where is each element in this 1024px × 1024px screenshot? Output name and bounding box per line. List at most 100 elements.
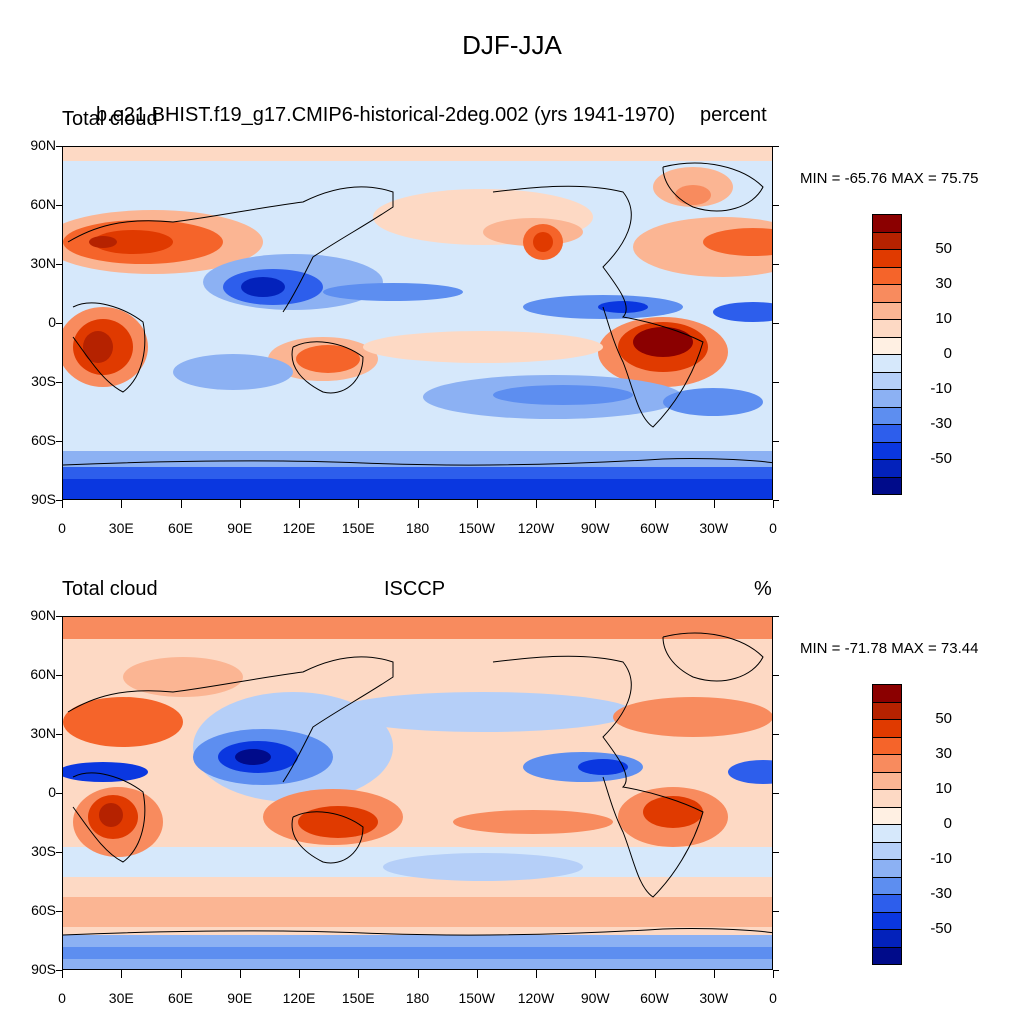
colorbar-label: -10 <box>930 380 952 397</box>
lat-tick-mark <box>773 382 779 383</box>
lat-tick-mark <box>56 970 62 971</box>
lat-tick-label: 90N <box>30 607 56 623</box>
lon-tick-mark <box>773 970 774 978</box>
lon-tick-label: 60W <box>640 990 669 1006</box>
lat-tick-label: 0 <box>48 314 56 330</box>
lon-tick-label: 150W <box>458 520 496 536</box>
lat-tick-label: 30N <box>30 725 56 741</box>
lon-tick-mark <box>299 970 300 978</box>
lon-tick-label: 60E <box>168 520 193 536</box>
colorbar-cell <box>872 284 902 303</box>
colorbar-label: -30 <box>930 885 952 902</box>
lon-tick-label: 90E <box>227 520 253 536</box>
colorbar-cell <box>872 929 902 948</box>
lat-tick-mark <box>56 205 62 206</box>
colorbar-label: -10 <box>930 850 952 867</box>
lon-tick-label: 120E <box>282 520 316 536</box>
lat-tick-mark <box>56 146 62 147</box>
colorbar-cell <box>872 946 902 965</box>
colorbar-cell <box>872 301 902 320</box>
lon-tick-label: 30E <box>108 990 134 1006</box>
lon-tick-label: 30W <box>699 520 729 536</box>
lat-tick-mark <box>56 500 62 501</box>
lat-tick-mark <box>773 911 779 912</box>
colorbar-label: 30 <box>935 745 952 762</box>
lon-tick-label: 180 <box>405 990 430 1006</box>
lat-tick-mark <box>56 616 62 617</box>
colorbar-cell <box>872 389 902 408</box>
panel-right-label: % <box>754 578 772 600</box>
lat-tick-mark <box>56 734 62 735</box>
lon-tick-label: 90E <box>227 990 253 1006</box>
lon-tick-mark <box>595 970 597 978</box>
panel-center-label: b.e21.BHIST.f19_g17.CMIP6-historical-2de… <box>96 104 676 126</box>
lat-tick-label: 60N <box>30 666 56 682</box>
colorbar-cell <box>872 249 902 268</box>
colorbar-cell <box>872 406 902 425</box>
colorbar-cell <box>872 789 902 808</box>
lon-tick-mark <box>239 500 241 508</box>
lon-tick-mark <box>358 970 360 978</box>
lon-tick-mark <box>121 500 123 508</box>
colorbar-cell <box>872 894 902 913</box>
lon-tick-mark <box>62 970 63 978</box>
colorbar-cell <box>872 266 902 285</box>
lat-tick-label: 60S <box>31 902 56 918</box>
lon-tick-mark <box>476 500 478 508</box>
colorbar-cell <box>872 841 902 860</box>
colorbar-cell <box>872 824 902 843</box>
lon-tick-mark <box>595 500 597 508</box>
lon-tick-mark <box>536 970 537 978</box>
colorbar-cell <box>872 371 902 390</box>
colorbar-cell <box>872 876 902 895</box>
lon-tick-mark <box>239 970 241 978</box>
colorbar-cell <box>872 911 902 930</box>
lat-tick-mark <box>773 616 779 617</box>
lon-tick-label: 120W <box>517 520 555 536</box>
lat-tick-label: 60N <box>30 196 56 212</box>
lat-tick-mark <box>773 264 779 265</box>
colorbar-cell <box>872 319 902 338</box>
lon-tick-mark <box>417 500 419 508</box>
lat-tick-mark <box>773 205 779 206</box>
lat-tick-label: 90N <box>30 137 56 153</box>
colorbar-label: -50 <box>930 450 952 467</box>
lat-tick-mark <box>773 323 779 324</box>
colorbar-label: 30 <box>935 275 952 292</box>
panel-right-label: percent <box>700 104 767 126</box>
minmax-label: MIN = -65.76 MAX = 75.75 <box>800 170 979 187</box>
lon-tick-label: 150W <box>458 990 496 1006</box>
lon-tick-mark <box>654 970 656 978</box>
lat-tick-mark <box>773 441 779 442</box>
minmax-label: MIN = -71.78 MAX = 73.44 <box>800 640 979 657</box>
lon-tick-label: 90W <box>580 990 610 1006</box>
colorbar-cell <box>872 231 902 250</box>
lon-tick-mark <box>654 500 656 508</box>
colorbar-label: 0 <box>943 345 952 362</box>
lat-tick-mark <box>56 675 62 676</box>
colorbar-cell <box>872 701 902 720</box>
colorbar-cell <box>872 476 902 495</box>
lon-tick-mark <box>713 500 715 508</box>
colorbar-cell <box>872 736 902 755</box>
colorbar-cell <box>872 754 902 773</box>
main-title: DJF-JJA <box>462 30 562 60</box>
lat-tick-mark <box>56 323 62 324</box>
panel-left-label: Total cloud <box>62 108 158 130</box>
lon-tick-label: 120E <box>282 990 316 1006</box>
lon-tick-label: 90W <box>580 520 610 536</box>
lat-tick-mark <box>56 793 62 794</box>
cloud-difference-map <box>62 616 773 970</box>
lat-tick-mark <box>773 500 779 501</box>
lat-tick-mark <box>773 793 779 794</box>
colorbar-cell <box>872 859 902 878</box>
lon-tick-label: 180 <box>405 520 430 536</box>
lat-tick-mark <box>773 734 779 735</box>
lat-tick-mark <box>56 264 62 265</box>
lon-tick-label: 30E <box>108 520 134 536</box>
lat-tick-mark <box>773 675 779 676</box>
lat-tick-label: 30S <box>31 373 56 389</box>
colorbar-label: 10 <box>935 310 952 327</box>
colorbar-label: -30 <box>930 415 952 432</box>
colorbar-cell <box>872 214 902 233</box>
